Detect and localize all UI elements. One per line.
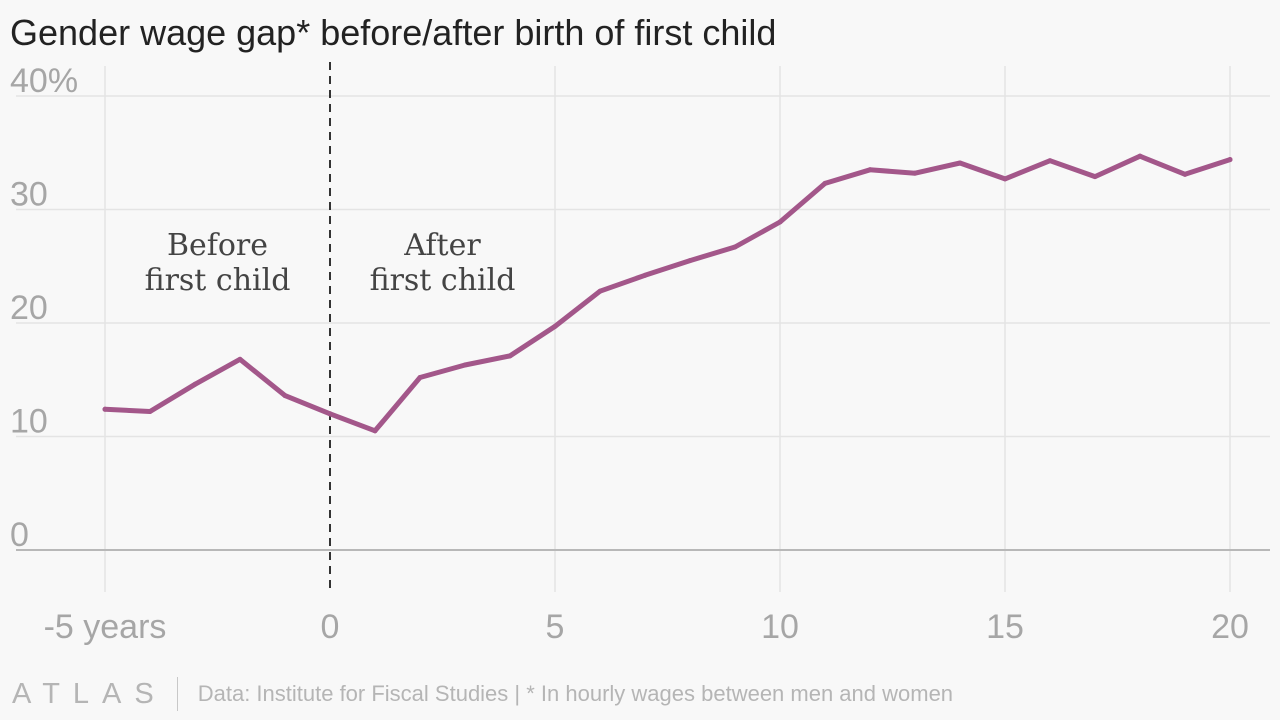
data-point	[732, 244, 738, 250]
series-layer	[102, 153, 1233, 434]
series-line	[102, 153, 1233, 434]
data-point	[282, 393, 288, 399]
chart-title: Gender wage gap* before/after birth of f…	[10, 12, 777, 53]
source-note: Data: Institute for Fiscal Studies | * I…	[197, 681, 954, 706]
y-tick-label: 40%	[10, 62, 78, 100]
data-point	[642, 272, 648, 278]
annotation-line: first child	[370, 263, 516, 298]
data-point	[237, 356, 243, 362]
data-point	[957, 160, 963, 166]
atlas-logo[interactable]: ATLAS	[12, 677, 167, 710]
tick-labels: 0 10 20 30 40% -5 years 0 5 10 15 20	[10, 62, 1249, 646]
data-point	[1047, 158, 1053, 164]
y-tick-label: 30	[10, 176, 48, 214]
y-tick-label: 20	[10, 289, 48, 327]
data-point	[1002, 176, 1008, 182]
data-point	[1092, 174, 1098, 180]
x-tick-label: 20	[1211, 608, 1249, 646]
footer: ATLAS Data: Institute for Fiscal Studies…	[12, 676, 953, 712]
y-tick-label: 10	[10, 403, 48, 441]
data-point	[552, 323, 558, 329]
annotation-text: After first child	[370, 228, 516, 298]
axes	[16, 62, 1270, 592]
data-point	[912, 170, 918, 176]
data-point	[597, 288, 603, 294]
gridlines	[16, 66, 1270, 592]
data-point	[1137, 153, 1143, 159]
annotation-text: Before first child	[145, 228, 291, 298]
x-tick-label: 10	[761, 608, 799, 646]
data-point	[102, 406, 108, 412]
x-tick-label: 15	[986, 608, 1024, 646]
y-tick-label: 0	[10, 516, 29, 554]
data-point	[507, 353, 513, 359]
data-point	[1227, 157, 1233, 163]
data-point	[462, 362, 468, 368]
data-point	[372, 428, 378, 434]
data-point	[147, 409, 153, 415]
data-point	[867, 167, 873, 173]
annotation-line: first child	[145, 263, 291, 298]
data-point	[417, 374, 423, 380]
data-point	[687, 258, 693, 264]
footer-divider	[176, 677, 178, 711]
data-point	[822, 180, 828, 186]
x-tick-label: 0	[321, 608, 340, 646]
annotation-line: After	[403, 228, 481, 263]
data-point	[1182, 171, 1188, 177]
data-point	[777, 219, 783, 225]
data-point	[327, 411, 333, 417]
data-point	[192, 381, 198, 387]
x-tick-label: -5 years	[44, 608, 167, 646]
x-tick-label: 5	[546, 608, 565, 646]
annotation-line: Before	[167, 228, 268, 263]
